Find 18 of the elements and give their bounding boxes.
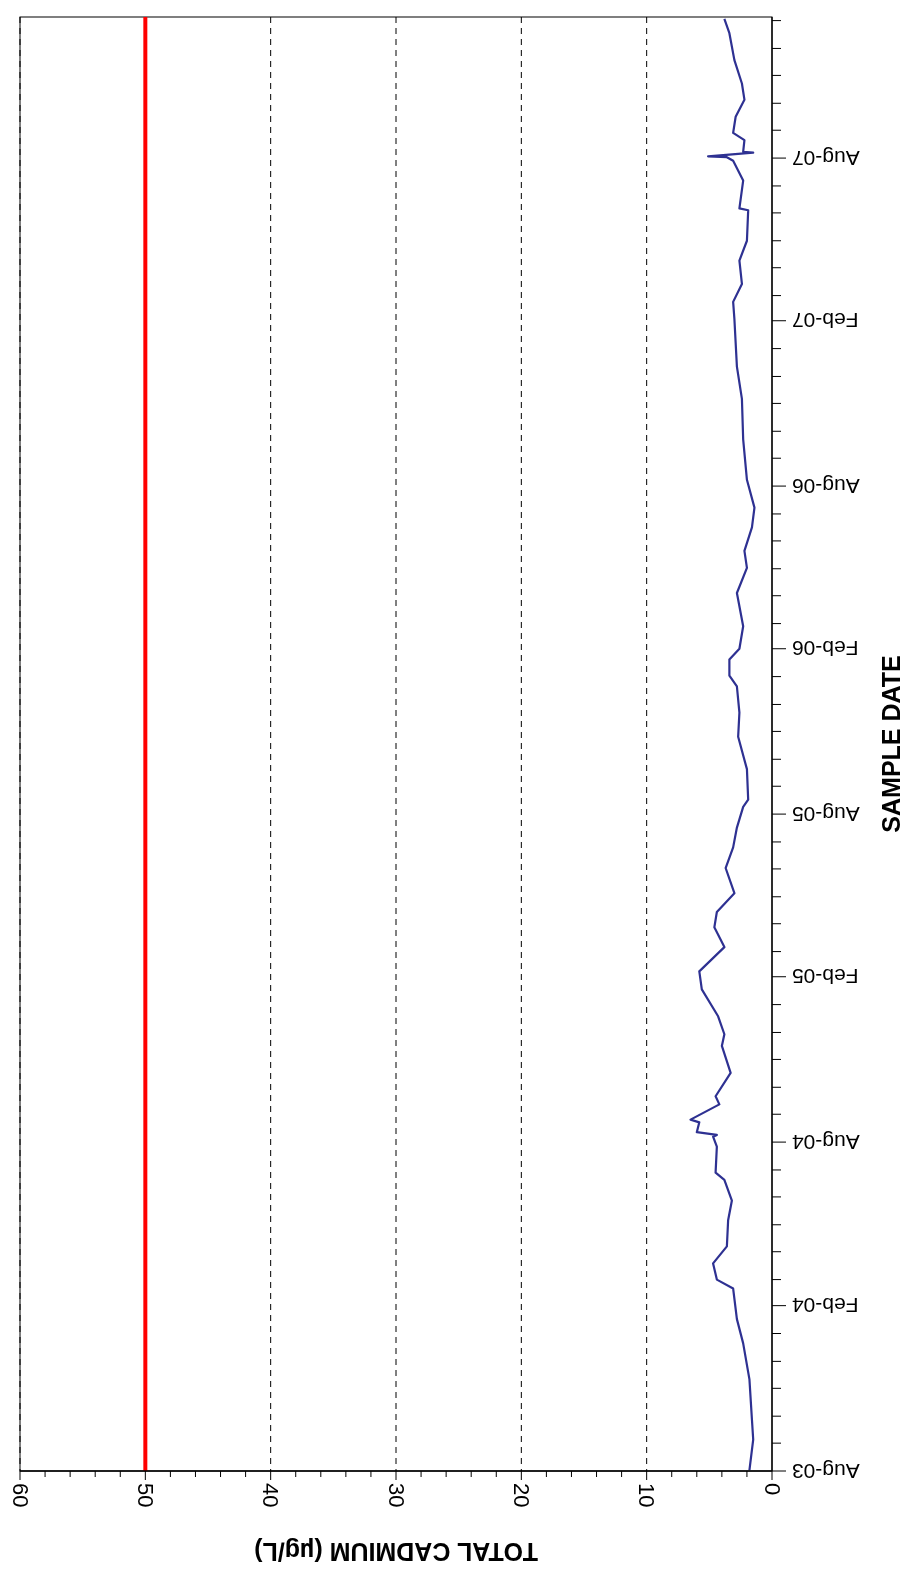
x-tick-label: 0 bbox=[759, 1483, 785, 1496]
y-tick-label: Aug-06 bbox=[792, 474, 860, 498]
y-tick-label: Aug-05 bbox=[792, 802, 860, 826]
y-tick-label: Feb-05 bbox=[792, 965, 859, 989]
x-tick-label: 60 bbox=[7, 1483, 33, 1508]
y-tick-label: Feb-04 bbox=[791, 1294, 859, 1318]
x-tick-label: 50 bbox=[132, 1483, 158, 1508]
x-tick-label: 30 bbox=[383, 1483, 409, 1508]
y-axis-title: SAMPLE DATE bbox=[877, 655, 905, 833]
y-tick-label: Feb-07 bbox=[792, 309, 859, 333]
y-tick-label: Aug-07 bbox=[792, 146, 860, 170]
x-tick-label: 20 bbox=[508, 1483, 534, 1508]
x-tick-label: 40 bbox=[258, 1483, 284, 1508]
x-tick-label: 10 bbox=[634, 1483, 660, 1508]
y-tick-label: Aug-03 bbox=[792, 1459, 860, 1483]
y-tick-label: Feb-06 bbox=[792, 637, 859, 661]
x-axis-title: TOTAL CADMIUM (µg/L) bbox=[254, 1538, 538, 1566]
y-tick-label: Aug-04 bbox=[791, 1130, 860, 1154]
